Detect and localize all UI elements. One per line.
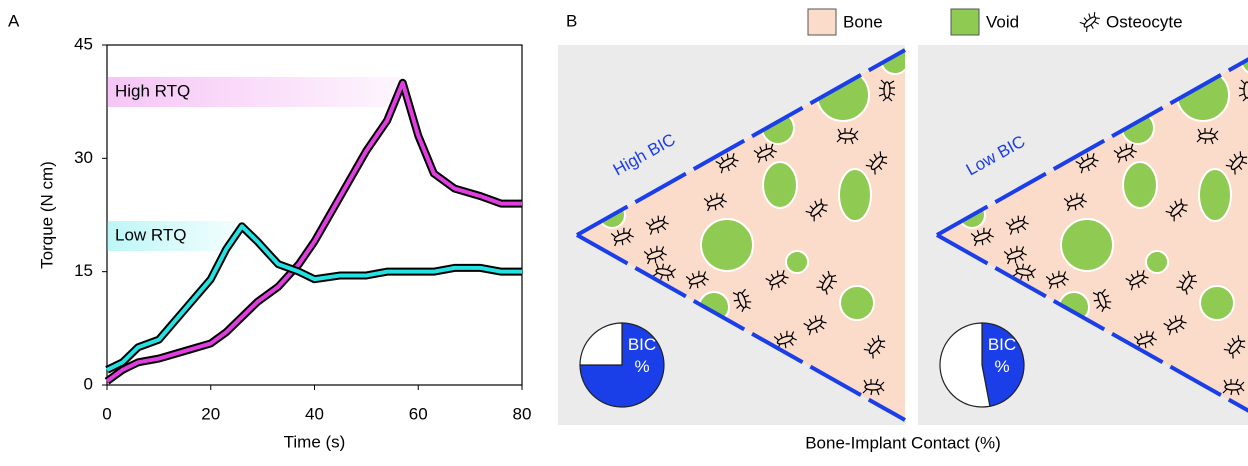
- series-label-band: [107, 77, 400, 107]
- pie-slice: [981, 322, 1025, 407]
- x-tick-label: 20: [201, 404, 220, 423]
- y-tick-label: 15: [74, 261, 93, 280]
- x-tick-label: 40: [305, 404, 324, 423]
- pie-label: BIC %: [627, 335, 657, 376]
- x-axis-label: Time (s): [284, 432, 346, 451]
- legend-swatch: [950, 8, 980, 36]
- legend-swatch: [807, 8, 837, 36]
- series-label: High RTQ: [115, 81, 190, 100]
- legend-label: Void: [986, 12, 1019, 31]
- y-tick-label: 0: [84, 374, 93, 393]
- x-tick-label: 60: [409, 404, 428, 423]
- diagram-x-label: Bone-Implant Contact (%): [805, 433, 1001, 452]
- y-tick-label: 30: [74, 148, 93, 167]
- legend-label: Osteocyte: [1106, 12, 1183, 31]
- x-tick-label: 0: [102, 404, 111, 423]
- series-label-band: [107, 221, 240, 251]
- y-axis-label: Torque (N cm): [37, 161, 56, 269]
- line: [106, 224, 522, 372]
- pie-slice: [579, 322, 665, 408]
- y-tick-label: 45: [74, 34, 93, 53]
- pie-slice: [579, 322, 623, 366]
- series-label: Low RTQ: [115, 225, 187, 244]
- legend-label: Bone: [843, 12, 883, 31]
- panel-label: A: [8, 11, 20, 30]
- line: [105, 80, 522, 383]
- pie-slice: [939, 322, 991, 408]
- pie-label: BIC %: [987, 335, 1017, 376]
- panel-label: B: [566, 11, 577, 30]
- x-tick-label: 80: [513, 404, 532, 423]
